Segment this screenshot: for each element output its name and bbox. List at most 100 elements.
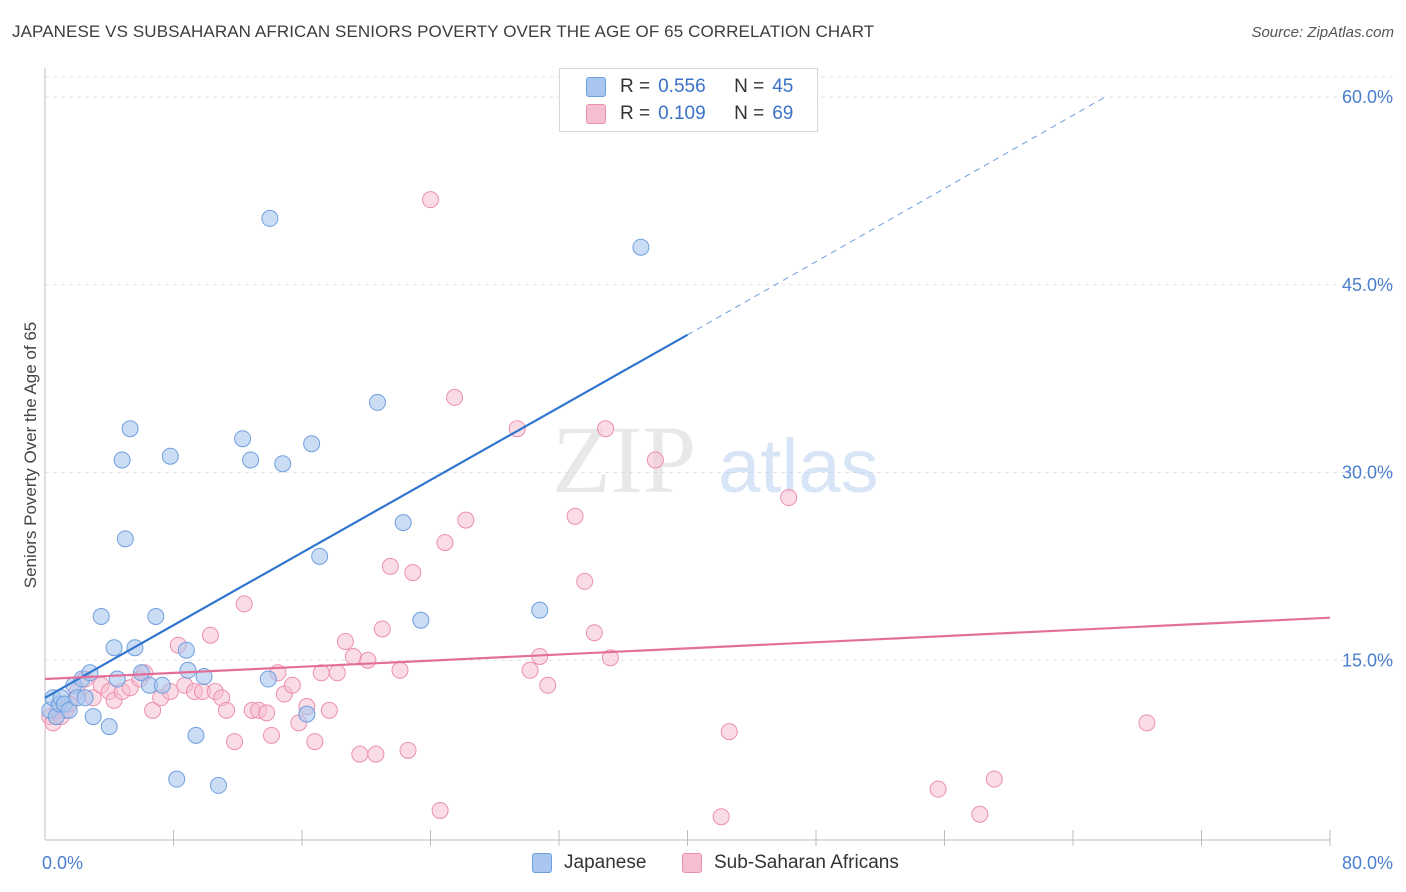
japanese-point: [187, 726, 205, 744]
japanese-point: [121, 420, 139, 438]
sub-saharan-africans-point: [144, 701, 162, 719]
sub-saharan-africans-point: [399, 741, 417, 759]
japanese-point: [242, 451, 260, 469]
legend-swatch-sub-saharan-africans: [682, 853, 702, 873]
y-axis-label: Seniors Poverty Over the Age of 65: [21, 322, 40, 588]
legend-row-japanese: R = 0.556 N = 45: [586, 75, 793, 99]
legend-swatch-sub-saharan-africans: [586, 104, 606, 124]
japanese-point: [531, 601, 549, 619]
sub-saharan-africans-point: [601, 649, 619, 667]
r-value: 0.556: [658, 76, 706, 97]
sub-saharan-africans-point: [320, 701, 338, 719]
sub-saharan-africans-point: [381, 557, 399, 575]
sub-saharan-africans-point: [201, 626, 219, 644]
japanese-point: [108, 670, 126, 688]
sub-saharan-africans-point: [373, 620, 391, 638]
japanese-point: [394, 514, 412, 532]
japanese-point: [311, 547, 329, 565]
japanese-point: [76, 689, 94, 707]
sub-saharan-africans-point: [1138, 714, 1156, 732]
y-tick-label: 45.0%: [1342, 275, 1393, 295]
series-legend: Japanese Sub-Saharan Africans: [0, 852, 1406, 878]
legend-item-sub-saharan-africans[interactable]: Sub-Saharan Africans: [682, 852, 899, 874]
sub-saharan-africans-point: [597, 420, 615, 438]
n-label: N =: [734, 103, 765, 124]
japanese-point: [298, 705, 316, 723]
sub-saharan-africans-point: [336, 632, 354, 650]
y-tick-label: 15.0%: [1342, 650, 1393, 670]
trend-lines: [44, 96, 1331, 699]
n-value: 45: [772, 76, 794, 97]
japanese-point: [177, 641, 195, 659]
japanese-point: [105, 639, 123, 657]
japanese-point: [209, 776, 227, 794]
sub-saharan-africans-point: [446, 388, 464, 406]
sub-saharan-africans-point: [258, 704, 276, 722]
sub-saharan-africans-point: [306, 733, 324, 751]
japanese-point: [132, 664, 150, 682]
sub-saharan-africans-point: [328, 664, 346, 682]
tick-labels: 15.0% 30.0% 45.0% 60.0% 0.0% 80.0%: [42, 87, 1393, 873]
sub-saharan-africans-point: [344, 647, 362, 665]
japanese-point: [234, 430, 252, 448]
stats-legend: R = 0.556 N = 45 R = 0.109 N = 69: [559, 68, 818, 132]
y-tick-label: 60.0%: [1342, 87, 1393, 107]
series-japanese: [41, 209, 650, 794]
sub-saharan-africans-point: [262, 726, 280, 744]
y-tick-label: 30.0%: [1342, 463, 1393, 483]
sub-saharan-africans-point: [985, 770, 1003, 788]
japanese-point: [179, 661, 197, 679]
x-tick-label: 0.0%: [42, 853, 83, 873]
japanese-point: [412, 611, 430, 629]
legend-item-japanese[interactable]: Japanese: [532, 852, 646, 874]
sub-saharan-africans-point: [929, 780, 947, 798]
sub-saharan-africans-point: [367, 745, 385, 763]
sub-saharan-africans-point: [780, 489, 798, 507]
sub-saharan-africans-trend-line: [44, 616, 1331, 681]
sub-saharan-africans-point: [391, 661, 409, 679]
japanese-point: [261, 209, 279, 227]
axes: [44, 68, 1331, 846]
sub-saharan-africans-point: [351, 745, 369, 763]
x-tick-label: 80.0%: [1342, 853, 1393, 873]
legend-swatch-japanese: [586, 77, 606, 97]
japanese-point: [161, 447, 179, 465]
sub-saharan-africans-point: [539, 676, 557, 694]
sub-saharan-africans-point: [566, 507, 584, 525]
sub-saharan-africans-point: [235, 595, 253, 613]
sub-saharan-africans-point: [422, 191, 439, 209]
sub-saharan-africans-point: [646, 451, 664, 469]
n-value: 69: [772, 103, 794, 124]
japanese-point: [168, 770, 186, 788]
japanese-point: [368, 393, 386, 411]
sub-saharan-africans-point: [521, 661, 539, 679]
japanese-point: [60, 701, 78, 719]
sub-saharan-africans-point: [218, 701, 236, 719]
japanese-point: [92, 607, 110, 625]
sub-saharan-africans-point: [283, 676, 301, 694]
japanese-point: [116, 530, 134, 548]
sub-saharan-africans-point: [359, 651, 377, 669]
sub-saharan-africans-point: [585, 624, 603, 642]
legend-swatch-japanese: [532, 853, 552, 873]
japanese-point: [274, 455, 292, 473]
grid-lines: [45, 76, 1394, 661]
sub-saharan-africans-point: [720, 723, 738, 741]
sub-saharan-africans-point: [226, 733, 244, 751]
legend-row-sub-saharan-africans: R = 0.109 N = 69: [586, 102, 793, 126]
japanese-point: [153, 676, 171, 694]
n-label: N =: [734, 76, 765, 97]
watermark-atlas: atlas: [718, 424, 879, 509]
sub-saharan-africans-point: [436, 534, 454, 552]
japanese-point: [84, 708, 102, 726]
source-label: Source: ZipAtlas.com: [1251, 24, 1394, 41]
legend-label-japanese: Japanese: [564, 852, 647, 873]
sub-saharan-africans-point: [404, 564, 422, 582]
watermark-zip: ZIP: [552, 406, 696, 513]
japanese-point: [632, 238, 650, 256]
r-label: R =: [620, 76, 651, 97]
legend-label-sub-saharan-africans: Sub-Saharan Africans: [714, 852, 899, 873]
japanese-point: [303, 435, 321, 453]
japanese-trend-line: [44, 333, 689, 699]
